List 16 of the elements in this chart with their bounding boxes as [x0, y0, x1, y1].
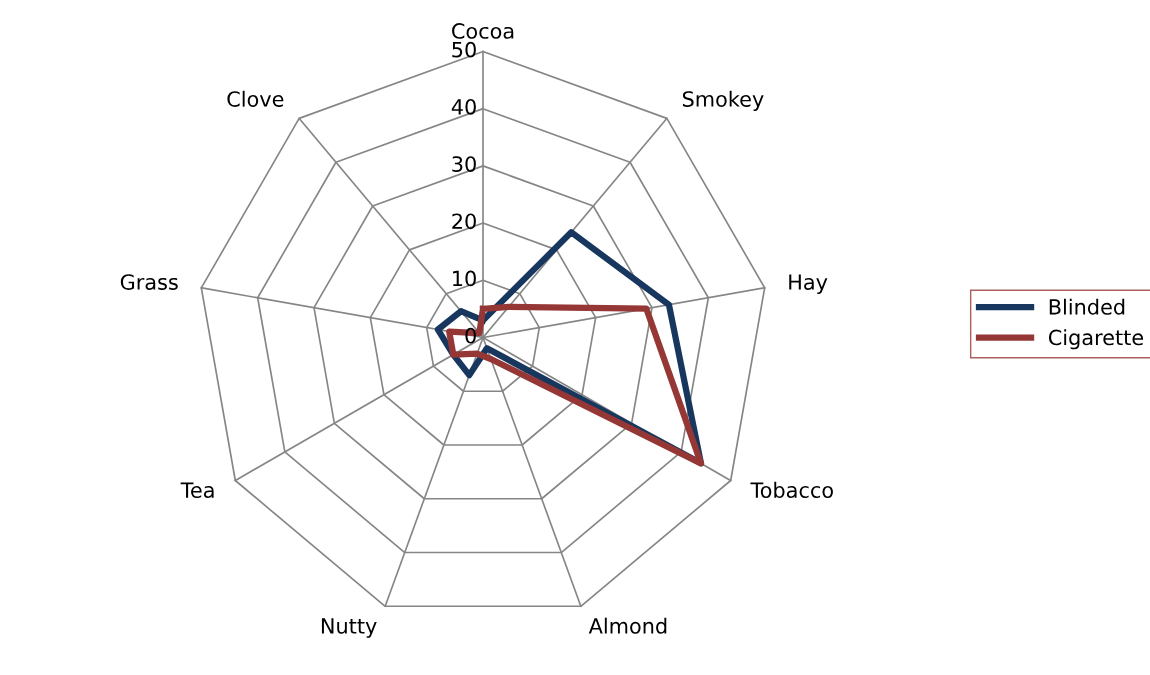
- legend-label: Blinded: [1049, 298, 1125, 315]
- spoke-label: Hay: [789, 274, 828, 294]
- y-tick-label: 30: [452, 156, 476, 172]
- y-tick-label: 50: [452, 41, 476, 58]
- spoke-label: Nutty: [321, 618, 377, 638]
- legend-label: Cigarette: [1048, 329, 1144, 350]
- spoke-label: Tobacco: [750, 481, 833, 498]
- spoke-label: Grass: [120, 274, 178, 290]
- y-tick-label: 10: [453, 270, 476, 287]
- y-tick-label: 40: [451, 98, 476, 115]
- spoke-label: Clove: [227, 90, 284, 107]
- spoke-label: Cocoa: [452, 23, 514, 39]
- spoke-label: Smokey: [682, 90, 764, 111]
- spoke-label: Almond: [588, 617, 667, 634]
- spoke-label: Tea: [180, 482, 214, 498]
- y-tick-label: 20: [452, 213, 476, 230]
